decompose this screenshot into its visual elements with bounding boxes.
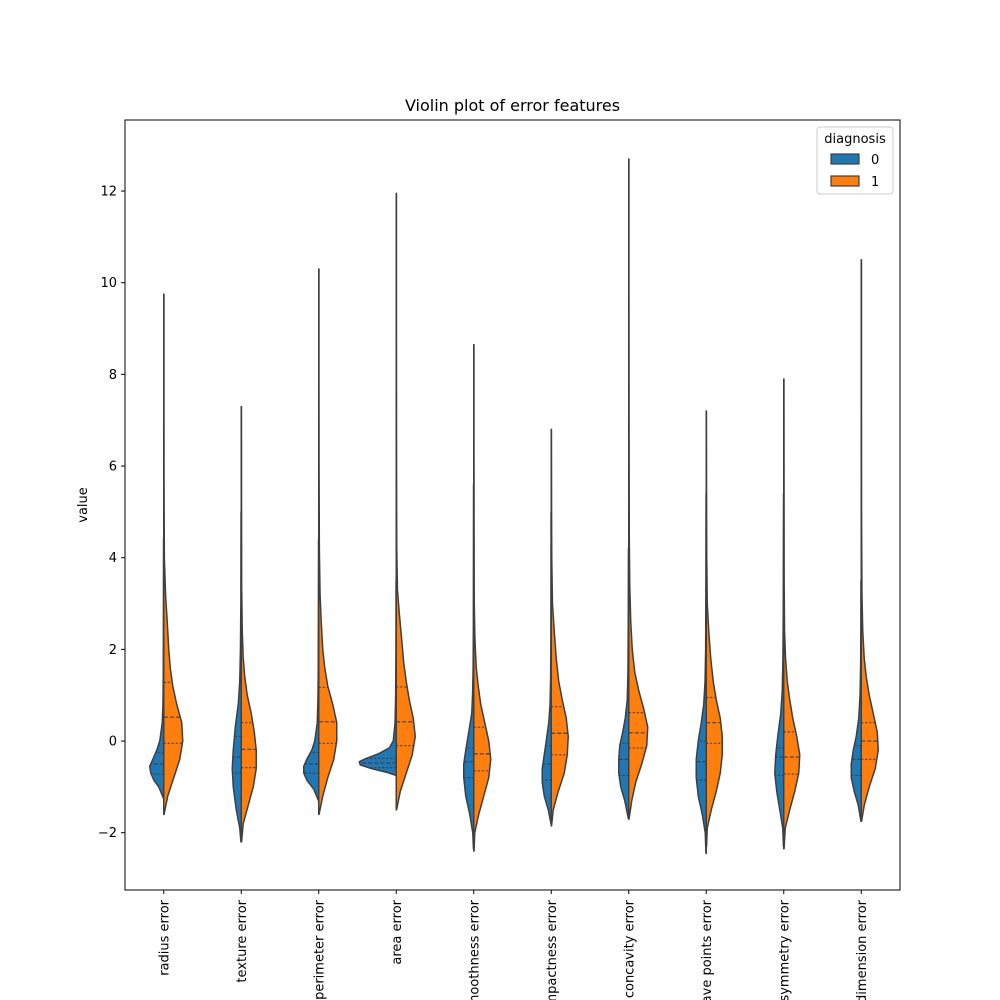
quartile-layer	[150, 681, 878, 781]
violin-half-diagnosis-0-perimeter-error	[303, 538, 320, 802]
violin-half-diagnosis-1-compactness-error	[550, 428, 569, 827]
y-tick-label: −2	[98, 826, 117, 841]
y-tick-label: 4	[109, 551, 117, 566]
y-tick-label: 12	[100, 185, 117, 200]
x-tick-label: perimeter error	[312, 899, 327, 1000]
x-tick-label: fractal dimension error	[855, 899, 870, 1000]
x-tick-label: smoothness error	[467, 899, 482, 1000]
violin-half-diagnosis-1-area-error	[395, 192, 416, 811]
y-axis: −2 0 2 4 6 8 10 12	[98, 185, 125, 841]
y-tick-label: 10	[100, 276, 117, 291]
legend-label: 0	[871, 153, 879, 168]
violin-half-diagnosis-1-texture-error	[240, 405, 257, 843]
violin-half-diagnosis-1-fractal-dimension-error	[860, 259, 879, 822]
legend: diagnosis 0 1	[816, 126, 894, 195]
violin-half-diagnosis-0-concave-points-error	[695, 492, 707, 855]
y-tick-label: 2	[109, 643, 117, 658]
violin-half-diagnosis-1-concave-points-error	[705, 410, 723, 848]
violin-half-diagnosis-0-radius-error	[149, 538, 165, 800]
violin-layer	[149, 158, 879, 855]
violin-half-diagnosis-0-area-error	[358, 579, 397, 777]
violin-half-diagnosis-1-concavity-error	[628, 158, 649, 820]
violin-half-diagnosis-1-radius-error	[163, 293, 184, 816]
violin-half-diagnosis-0-smoothness-error	[463, 483, 475, 850]
y-tick-label: 8	[109, 368, 117, 383]
x-tick-label: texture error	[235, 899, 250, 982]
y-tick-label: 0	[109, 735, 117, 750]
y-tick-label: 6	[109, 460, 117, 475]
x-tick-label: area error	[390, 899, 405, 964]
legend-label: 1	[871, 175, 879, 190]
violin-half-diagnosis-1-symmetry-error	[783, 378, 801, 850]
violin-half-diagnosis-0-concavity-error	[618, 547, 630, 820]
violin-half-diagnosis-0-compactness-error	[541, 511, 552, 825]
violin-half-diagnosis-0-symmetry-error	[774, 492, 785, 848]
violin-half-diagnosis-1-smoothness-error	[473, 343, 492, 852]
violin-half-diagnosis-1-perimeter-error	[318, 268, 338, 816]
x-axis: radius error texture error perimeter error…	[157, 890, 870, 1000]
violin-half-diagnosis-0-fractal-dimension-error	[850, 579, 862, 822]
plot-frame	[124, 119, 901, 891]
legend-swatch	[830, 153, 860, 165]
x-tick-label: concavity error	[622, 899, 637, 998]
x-tick-label: radius error	[157, 899, 172, 975]
x-tick-label: compactness error	[545, 899, 560, 1000]
chart-title: Violin plot of error features	[405, 96, 620, 115]
legend-swatch	[830, 175, 860, 187]
x-tick-label: concave points error	[700, 899, 715, 1000]
legend-title: diagnosis	[824, 132, 886, 147]
y-axis-label: value	[76, 487, 91, 523]
violin-half-diagnosis-0-texture-error	[231, 511, 242, 843]
x-tick-label: symmetry error	[777, 899, 792, 1000]
